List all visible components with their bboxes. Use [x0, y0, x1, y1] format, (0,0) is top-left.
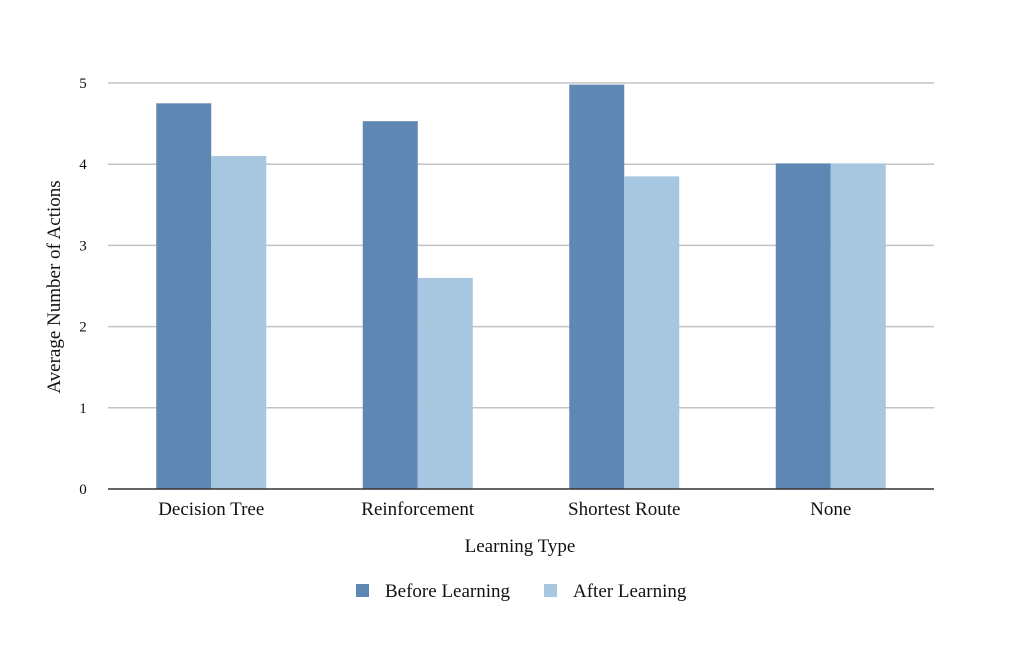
y-tick-label: 4: [79, 157, 87, 173]
bar: [211, 156, 267, 489]
legend: Before Learning After Learning: [356, 581, 687, 602]
x-category-labels: Decision Tree Reinforcement Shortest Route…: [158, 499, 851, 520]
y-axis-title: Average Number of Actions: [44, 180, 65, 393]
x-category-label: Reinforcement: [361, 499, 475, 520]
x-axis-title: Learning Type: [465, 536, 576, 557]
legend-label: Before Learning: [385, 581, 511, 602]
legend-swatch: [356, 584, 369, 597]
x-category-label: Shortest Route: [568, 499, 680, 520]
bar: [830, 163, 886, 489]
y-tick-labels: 0 1 2 3 4 5: [79, 76, 87, 498]
bar: [362, 121, 418, 489]
bar: [156, 103, 212, 490]
y-tick-label: 5: [79, 76, 87, 92]
bar: [417, 277, 473, 489]
x-category-label: None: [810, 499, 851, 520]
bar: [624, 176, 680, 489]
bar: [569, 84, 625, 490]
bar: [775, 163, 831, 489]
y-tick-label: 0: [79, 482, 87, 498]
bars: [156, 84, 886, 490]
y-tick-label: 2: [79, 320, 87, 336]
x-category-label: Decision Tree: [158, 499, 264, 520]
legend-label: After Learning: [573, 581, 687, 602]
y-tick-label: 3: [79, 238, 87, 254]
y-tick-label: 1: [79, 401, 87, 417]
legend-swatch: [544, 584, 557, 597]
